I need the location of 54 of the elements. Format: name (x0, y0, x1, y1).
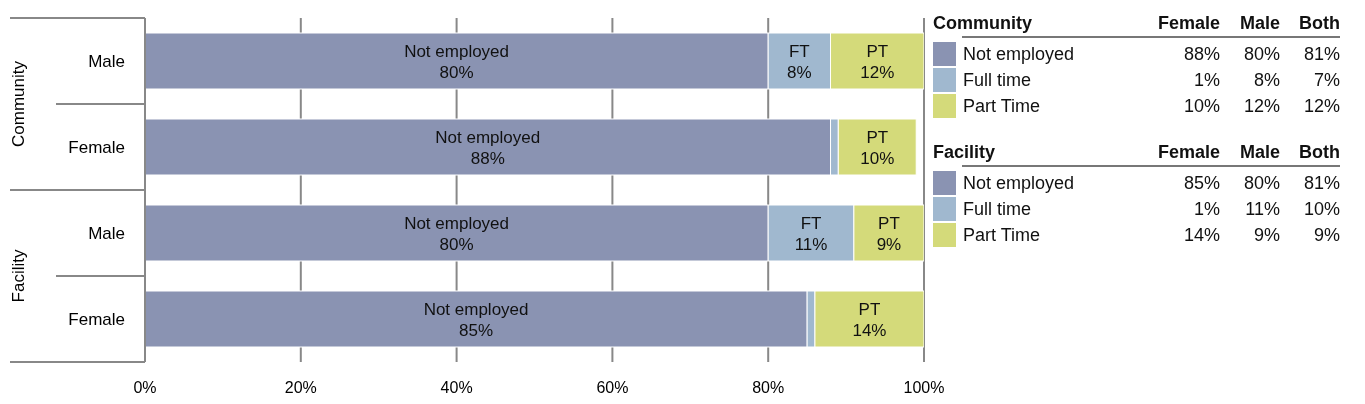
text: 7% (1313, 68, 1340, 92)
text: Both (1298, 141, 1340, 164)
x-tick-label: 80% (752, 379, 785, 397)
legend-label: Full time (963, 69, 1032, 90)
text: 14% (1182, 223, 1220, 247)
text: 1% (1193, 197, 1220, 221)
data-label: Not employed 85% (423, 299, 529, 339)
text: 80% (1242, 42, 1280, 66)
x-tick-label: 100% (903, 379, 945, 397)
y-tick-label: Male (88, 52, 125, 72)
data-label: Not employed 80% (404, 213, 510, 253)
text: 10% (1182, 94, 1220, 118)
text: Female (1156, 141, 1220, 164)
text: 9% (1253, 223, 1280, 247)
text: Both (1298, 12, 1340, 35)
text: Community (932, 12, 1033, 35)
text: Facility (932, 141, 997, 164)
data-label: PT 10% (860, 127, 895, 167)
y-tick-label: Female (68, 310, 125, 330)
text: Facility (9, 249, 29, 303)
text: 88% (1182, 42, 1220, 66)
legend-label: Part Time (963, 95, 1041, 116)
y-tick-label: Female (68, 138, 125, 158)
text: Community (9, 61, 29, 147)
text: 81% (1302, 42, 1340, 66)
text: 81% (1302, 171, 1340, 195)
data-label: PT 14% (852, 299, 887, 339)
data-label: Not employed 88% (435, 127, 541, 167)
text: Female (1156, 12, 1220, 35)
y-tick-label: Male (88, 224, 125, 244)
x-tick-label: 20% (284, 379, 317, 397)
text: Part Time (963, 224, 1041, 245)
text: 12% (1242, 94, 1280, 118)
x-tick-label: 40% (440, 379, 473, 397)
text: Male (1238, 141, 1280, 164)
text: 12% (1302, 94, 1340, 118)
x-tick-label: 0% (133, 379, 157, 397)
text: Male (1238, 12, 1280, 35)
text: 11% (1244, 197, 1280, 221)
text: Not employed (963, 43, 1075, 64)
text: 1% (1193, 68, 1220, 92)
data-label: FT 11% (794, 213, 828, 253)
text: Full time (963, 198, 1032, 219)
x-tick-label: 60% (596, 379, 629, 397)
text: 85% (1182, 171, 1220, 195)
data-label: PT 9% (876, 213, 902, 253)
text: 8% (1253, 68, 1280, 92)
data-label: FT 8% (787, 41, 812, 81)
data-label: Not employed 80% (404, 41, 510, 81)
text: Not employed (963, 172, 1075, 193)
text: 10% (1302, 197, 1340, 221)
text: 9% (1313, 223, 1340, 247)
data-label: PT 12% (860, 41, 895, 81)
text: 80% (1242, 171, 1280, 195)
